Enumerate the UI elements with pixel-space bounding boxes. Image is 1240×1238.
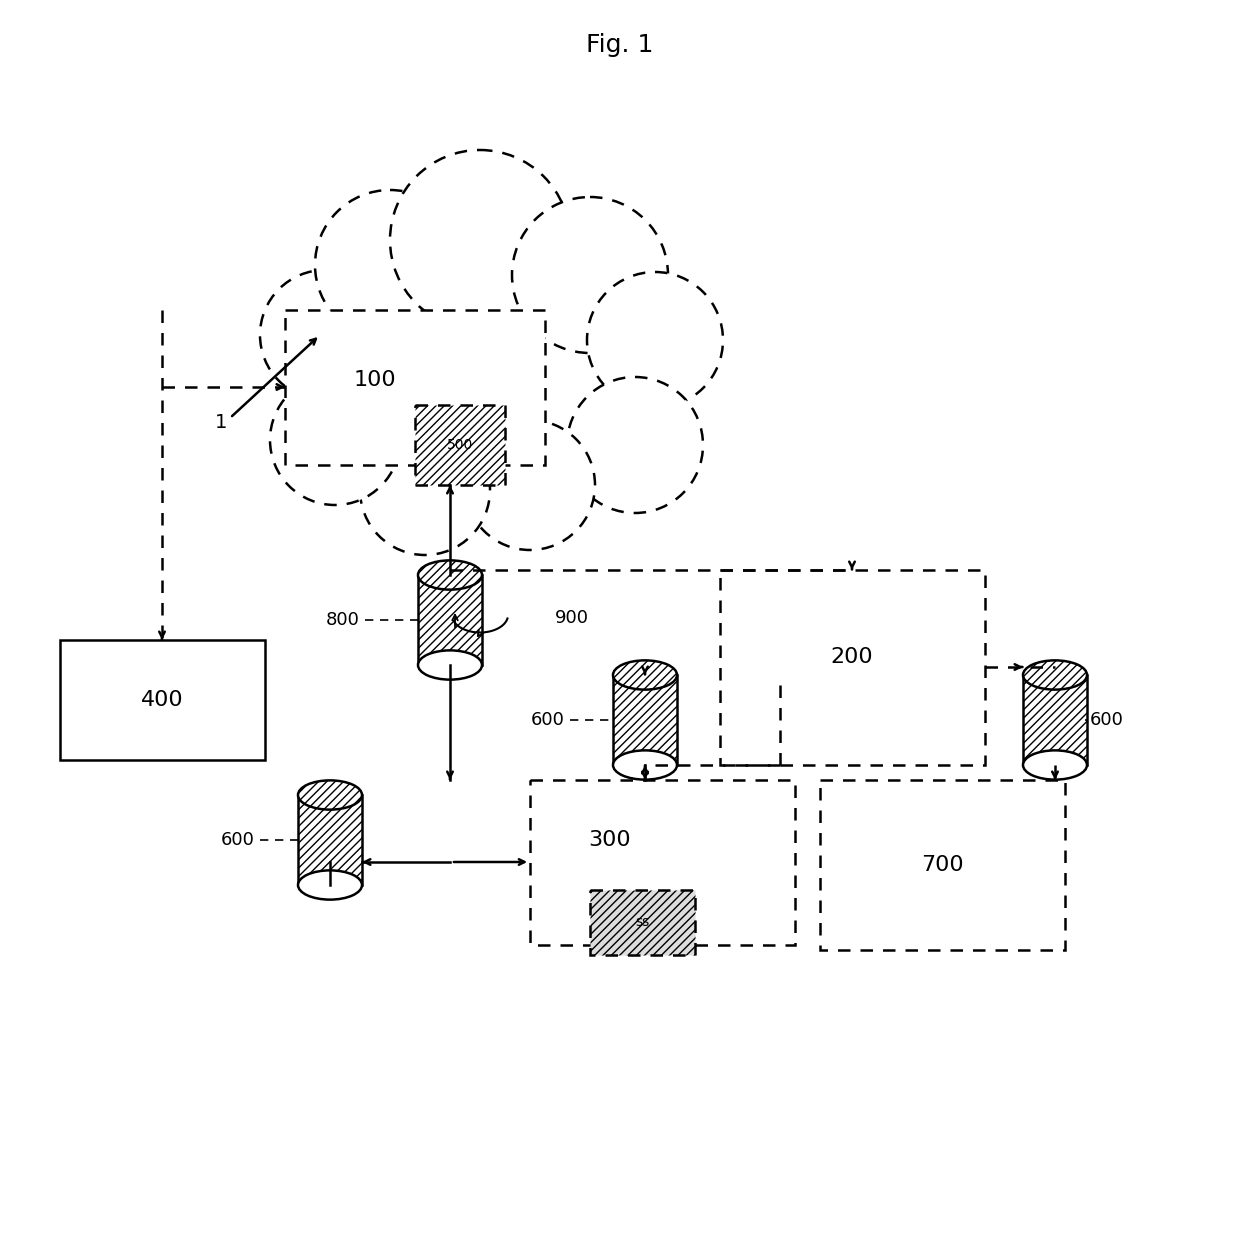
- Bar: [1023, 675, 1087, 765]
- Ellipse shape: [298, 870, 362, 900]
- Bar: [590, 890, 694, 954]
- Text: 200: 200: [831, 647, 873, 667]
- Text: 700: 700: [920, 855, 963, 875]
- Text: 1: 1: [215, 413, 227, 432]
- Circle shape: [587, 272, 723, 409]
- Bar: [529, 780, 795, 945]
- Text: 400: 400: [140, 690, 184, 711]
- Ellipse shape: [613, 750, 677, 780]
- Text: ss: ss: [635, 915, 649, 928]
- Text: 900: 900: [556, 609, 589, 626]
- Bar: [418, 574, 482, 665]
- Text: 500: 500: [446, 438, 474, 452]
- Ellipse shape: [1023, 660, 1087, 690]
- Text: 600: 600: [221, 831, 255, 849]
- Bar: [415, 405, 505, 485]
- Text: Fig. 1: Fig. 1: [587, 33, 653, 57]
- Bar: [298, 795, 362, 885]
- Bar: [613, 675, 677, 765]
- Text: 800: 800: [326, 612, 360, 629]
- Bar: [820, 780, 1065, 950]
- Circle shape: [315, 189, 465, 340]
- Text: 600: 600: [531, 711, 565, 729]
- Circle shape: [465, 420, 595, 550]
- Circle shape: [260, 270, 391, 400]
- Bar: [720, 569, 985, 765]
- Circle shape: [360, 425, 490, 555]
- Ellipse shape: [298, 780, 362, 810]
- Ellipse shape: [418, 561, 482, 589]
- Text: 600: 600: [1090, 711, 1123, 729]
- Bar: [285, 310, 546, 465]
- Circle shape: [567, 378, 703, 513]
- Circle shape: [270, 375, 401, 505]
- Ellipse shape: [1023, 750, 1087, 780]
- Bar: [60, 640, 265, 760]
- Circle shape: [391, 150, 570, 331]
- Ellipse shape: [613, 660, 677, 690]
- Text: 300: 300: [589, 829, 631, 851]
- Ellipse shape: [418, 650, 482, 680]
- Circle shape: [512, 197, 668, 353]
- Text: 100: 100: [353, 370, 397, 390]
